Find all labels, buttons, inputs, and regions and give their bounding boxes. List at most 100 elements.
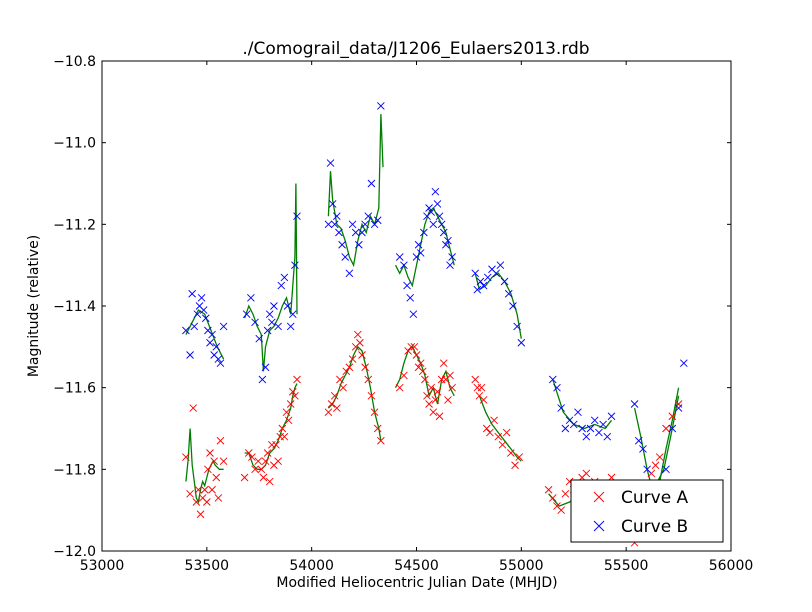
curve-b-point [500, 277, 509, 286]
legend-label-curve-b: Curve B [621, 517, 688, 537]
curve-a-point [400, 371, 408, 380]
curve-a-point [286, 400, 295, 408]
curve-b-point [668, 424, 677, 433]
curve-b-point [345, 269, 354, 278]
curve-a-point [204, 465, 212, 474]
curve-b-point [439, 228, 448, 237]
curve-b-point [328, 200, 337, 208]
curve-b-point [433, 200, 442, 208]
curve-b-point [367, 179, 376, 188]
curve-b-point [639, 445, 647, 453]
curve-a-point [196, 510, 205, 519]
curve-b-point [473, 285, 482, 294]
curve-a-point [498, 441, 507, 449]
curve-b-point [364, 212, 373, 220]
curve-a-point [189, 404, 198, 412]
curve-a-point [251, 465, 259, 474]
curve-a-point [377, 436, 385, 445]
x-tick-label: 54500 [394, 558, 439, 574]
curve-b-point [188, 289, 196, 298]
curve-b-point [437, 220, 446, 229]
curve-b-point [288, 310, 297, 318]
curve-a-point [244, 449, 253, 457]
y-tick-label: −11.8 [53, 462, 96, 478]
curve-a-point [254, 457, 263, 465]
y-tick-label: −11.0 [53, 136, 96, 152]
curve-b-point [431, 187, 440, 196]
curve-b-point [268, 318, 276, 327]
curve-b-point [427, 208, 435, 216]
curve-a-point [261, 457, 270, 465]
curve-b-point [448, 253, 456, 261]
curve-a-point [192, 498, 201, 506]
curve-a-point [418, 367, 427, 376]
curve-b-point [414, 240, 423, 249]
curve-b-point [634, 436, 643, 445]
curve-b-point [680, 359, 688, 367]
curve-a-point [561, 490, 570, 498]
curve-a-point [448, 383, 456, 392]
curve-b-point [242, 310, 251, 318]
curve-b-point [643, 465, 651, 474]
y-tick-label: −10.8 [53, 54, 96, 70]
curve-a-point [293, 375, 301, 384]
x-tick-label: 55500 [604, 558, 649, 574]
x-axis-label: Modified Heliocentric Julian Date (MHJD) [276, 575, 557, 591]
curve-b-point [270, 302, 278, 310]
curve-a-point [214, 494, 223, 502]
curve-b-point [582, 432, 591, 441]
curve-a-point [429, 408, 438, 416]
curve-b-point [373, 216, 382, 225]
curve-b-point [358, 228, 366, 237]
curve-b-point [341, 253, 350, 261]
curve-b-point [603, 432, 612, 441]
curve-b-point [355, 240, 363, 249]
curve-a-point [407, 343, 416, 351]
curve-a-point [210, 457, 218, 465]
curve-b-point [214, 355, 223, 363]
curve-b-point [280, 273, 289, 282]
fit-curve-3 [327, 345, 382, 441]
curve-b-point [190, 322, 199, 331]
curve-a-point [544, 485, 553, 494]
curve-b-point [208, 330, 216, 339]
curve-a-point [373, 424, 382, 433]
legend-marker-curve-b [593, 520, 605, 532]
y-tick-label: −11.2 [53, 217, 96, 233]
curve-a-point [186, 490, 194, 498]
fit-curve-10 [394, 206, 455, 288]
x-tick-label: 55000 [499, 558, 544, 574]
curve-b-point [274, 322, 282, 331]
curve-b-point [471, 269, 480, 278]
legend-marker-curve-a [593, 491, 605, 503]
curve-b-point [251, 318, 259, 327]
curve-a-point [433, 387, 442, 396]
curve-b-point [479, 281, 488, 290]
fit-curve-7 [185, 309, 225, 360]
curve-a-point [515, 453, 524, 461]
curve-b-point [607, 412, 616, 421]
curve-a-point [412, 351, 421, 359]
curve-b-point [330, 220, 339, 229]
plot-background [102, 61, 731, 551]
curve-a-point [471, 375, 480, 384]
curve-a-point [439, 359, 448, 367]
curve-a-point [427, 383, 435, 392]
curve-a-point [557, 506, 565, 514]
legend: Curve A Curve B [570, 479, 724, 543]
curve-a-point [263, 449, 272, 457]
curve-b-point [335, 228, 343, 237]
x-tick-label: 54000 [289, 558, 334, 574]
curve-b-point [258, 375, 267, 384]
curve-b-point [338, 240, 346, 249]
curve-a-point [333, 404, 341, 412]
curve-a-point [282, 408, 291, 416]
curve-b-point [377, 102, 385, 110]
curve-b-point [429, 220, 438, 229]
curve-a-point [662, 424, 670, 433]
curve-b-point [425, 204, 433, 212]
curve-a-point [339, 383, 347, 392]
curve-b-point [599, 420, 607, 429]
curve-a-point [257, 465, 266, 474]
